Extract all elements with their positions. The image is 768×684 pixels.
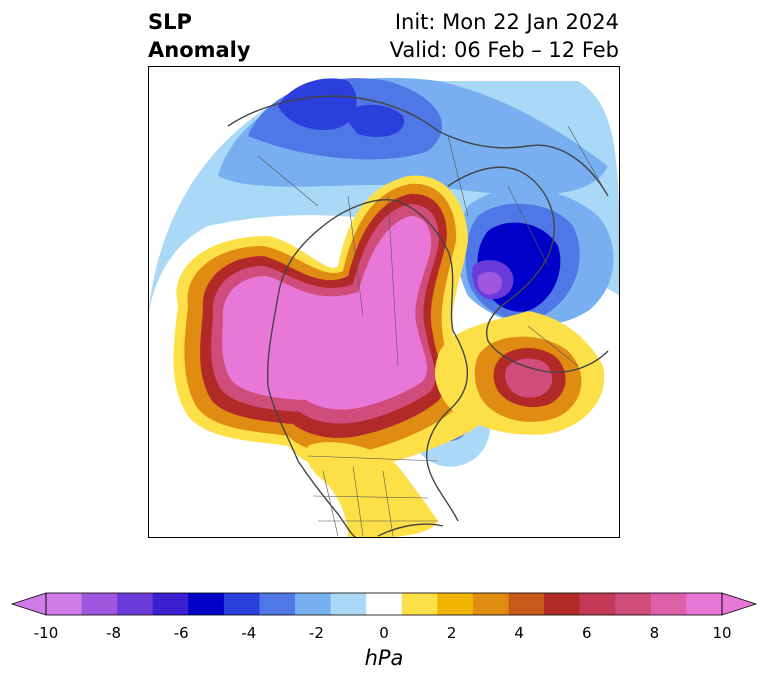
colorbar: [10, 592, 758, 616]
colorbar-tick-label: -4: [241, 624, 257, 642]
colorbar-swatches: [46, 593, 723, 615]
colorbar-swatch: [46, 593, 83, 615]
colorbar-swatch: [472, 593, 510, 615]
colorbar-tick-label: 4: [514, 624, 524, 642]
colorbar-swatch: [152, 593, 189, 615]
colorbar-swatch: [579, 593, 616, 615]
colorbar-swatch: [330, 593, 367, 615]
colorbar-tick-label: 0: [379, 624, 389, 642]
colorbar-swatch: [295, 593, 332, 615]
colorbar-tick-label: -8: [106, 624, 122, 642]
variable-name-line2: Anomaly: [148, 38, 251, 62]
colorbar-tick-label: 10: [712, 624, 732, 642]
colorbar-tick-label: -2: [308, 624, 324, 642]
colorbar-extend-low: [10, 592, 47, 616]
colorbar-swatch: [615, 593, 652, 615]
colorbar-swatch: [686, 593, 723, 615]
pacific-high-9: [222, 216, 432, 410]
colorbar-swatch: [650, 593, 687, 615]
political-borders: [257, 125, 609, 537]
colorbar-outline: [45, 592, 723, 616]
colorbar-extend-high: [721, 592, 758, 616]
map-title: SLP Anomaly: [148, 8, 251, 64]
siberia-low-4: [278, 78, 357, 130]
map-panel: [148, 66, 620, 538]
colorbar-swatch: [117, 593, 154, 615]
colorbar-tick-label: 8: [649, 624, 660, 642]
scandinavia-low-5: [477, 271, 503, 295]
coastlines: [227, 95, 609, 538]
colorbar-swatch: [223, 593, 260, 615]
map-border: [148, 66, 620, 538]
europe-high-7: [505, 358, 553, 398]
colorbar-swatch: [544, 593, 581, 615]
forecast-dates: Init: Mon 22 Jan 2024 Valid: 06 Feb – 12…: [390, 8, 619, 64]
colorbar-swatch: [401, 593, 438, 615]
colorbar-swatch: [508, 593, 545, 615]
variable-name: SLP: [148, 10, 192, 34]
colorbar-swatch: [437, 593, 474, 615]
colorbar-swatch: [81, 593, 118, 615]
valid-date: Valid: 06 Feb – 12 Feb: [389, 38, 619, 62]
colorbar-swatch: [259, 593, 296, 615]
colorbar-tick-label: -6: [173, 624, 189, 642]
colorbar-units: hPa: [364, 646, 404, 670]
colorbar-tick-label: 6: [582, 624, 592, 642]
colorbar-tick-label: -10: [33, 624, 59, 642]
siberia-low-5: [343, 104, 404, 137]
us-ridge: [306, 442, 438, 538]
colorbar-swatch: [188, 593, 225, 615]
init-date: Init: Mon 22 Jan 2024: [394, 10, 619, 34]
colorbar-swatch: [366, 593, 403, 615]
colorbar-tick-label: 2: [446, 624, 457, 642]
